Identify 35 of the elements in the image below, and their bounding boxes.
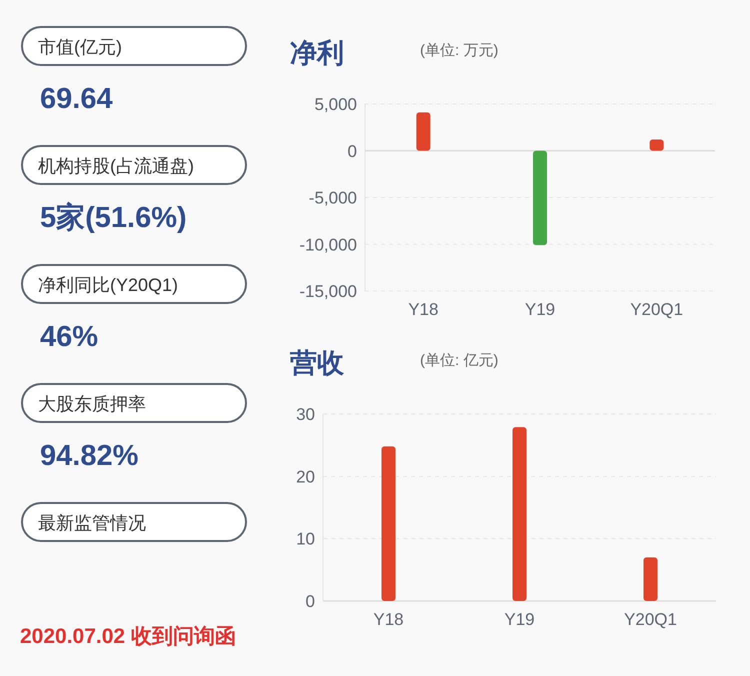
text: 市值(亿元) xyxy=(38,37,122,57)
y-tick-label: 20 xyxy=(296,467,315,486)
x-tick-label: Y19 xyxy=(524,300,556,319)
y-tick-label: 10 xyxy=(296,530,315,549)
text: 2020.07.02 收到问询函 xyxy=(20,625,236,648)
bar xyxy=(650,140,664,151)
bar xyxy=(382,446,396,601)
bar xyxy=(644,557,658,601)
y-tick-label: 30 xyxy=(296,405,315,424)
text: 大股东质押率 xyxy=(38,394,146,414)
x-tick-label: Y20Q1 xyxy=(630,300,684,319)
text: 94.82% xyxy=(40,440,139,472)
text: 69.64 xyxy=(40,83,113,115)
y-tick-label: -15,000 xyxy=(299,282,357,301)
y-tick-label: 0 xyxy=(348,142,357,161)
bar xyxy=(512,427,526,601)
text: 最新监管情况 xyxy=(38,513,146,533)
x-tick-label: Y18 xyxy=(408,300,438,319)
y-tick-label: 5,000 xyxy=(314,95,357,114)
bar xyxy=(533,150,547,246)
text: 净利同比(Y20Q1) xyxy=(38,275,178,295)
y-tick-label: 0 xyxy=(306,592,315,611)
text: 46% xyxy=(40,321,98,353)
chart-subtitle: (单位: 亿元) xyxy=(420,352,498,369)
x-tick-label: Y20Q1 xyxy=(624,610,677,629)
chart-subtitle: (单位: 万元) xyxy=(420,42,498,59)
bar xyxy=(416,112,430,151)
text: 5家(51.6%) xyxy=(40,201,187,234)
y-tick-label: -10,000 xyxy=(299,235,357,254)
y-tick-label: -5,000 xyxy=(308,188,357,208)
chart-title: 营收 xyxy=(289,348,345,378)
chart-title: 净利 xyxy=(290,38,344,68)
x-tick-label: Y18 xyxy=(373,610,404,629)
x-tick-label: Y19 xyxy=(504,610,535,629)
text: 机构持股(占流通盘) xyxy=(38,156,194,176)
